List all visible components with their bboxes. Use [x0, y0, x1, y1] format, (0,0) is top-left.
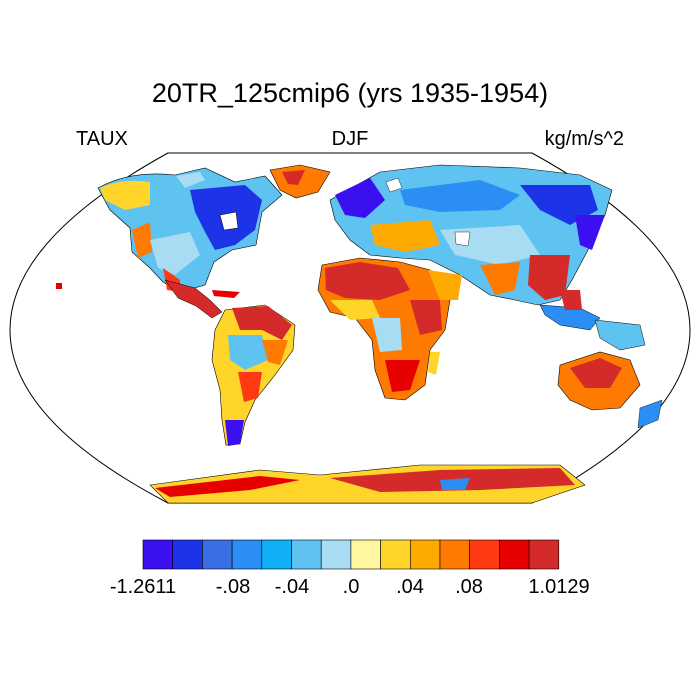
south-america-region [211, 304, 296, 446]
southeast-asia-region [539, 290, 646, 351]
colorbar-swatch [350, 539, 381, 570]
colorbar-swatch [499, 539, 530, 570]
plot-title: 20TR_125cmip6 (yrs 1935-1954) [151, 78, 549, 108]
colorbar-swatch [142, 539, 174, 570]
colorbar-label-2: -.04 [274, 576, 310, 598]
colorbar-swatch [202, 539, 233, 570]
colorbar-label-5: .08 [455, 576, 483, 598]
colorbar-swatch [528, 539, 560, 570]
australia-region [557, 351, 663, 429]
season-label: DJF [331, 128, 369, 150]
antarctica-region [149, 464, 586, 504]
colorbar-swatch [380, 539, 411, 570]
greenland-region [269, 164, 331, 199]
colorbar-swatch [291, 539, 322, 570]
north-america-region [97, 167, 283, 293]
colorbar-swatch [231, 539, 263, 570]
units-label: kg/m/s^2 [544, 128, 624, 150]
colorbar-swatch [320, 539, 352, 570]
colorbar-swatch [172, 539, 203, 570]
colorbar-swatch [439, 539, 471, 570]
africa-region [317, 257, 462, 401]
variable-label: TAUX [76, 128, 128, 150]
colorbar-swatch [409, 539, 441, 570]
colorbar-label-1: -.08 [215, 576, 251, 598]
eurasia-region [329, 164, 613, 306]
colorbar-label-4: .04 [396, 576, 424, 598]
colorbar-label-3: .0 [342, 576, 360, 598]
colorbar-label-6: 1.0129 [528, 576, 590, 598]
colorbar-swatch [261, 539, 292, 570]
colorbar-swatch [469, 539, 500, 570]
central-america-region [56, 279, 240, 319]
colorbar-label-0: -1.2611 [109, 576, 177, 598]
